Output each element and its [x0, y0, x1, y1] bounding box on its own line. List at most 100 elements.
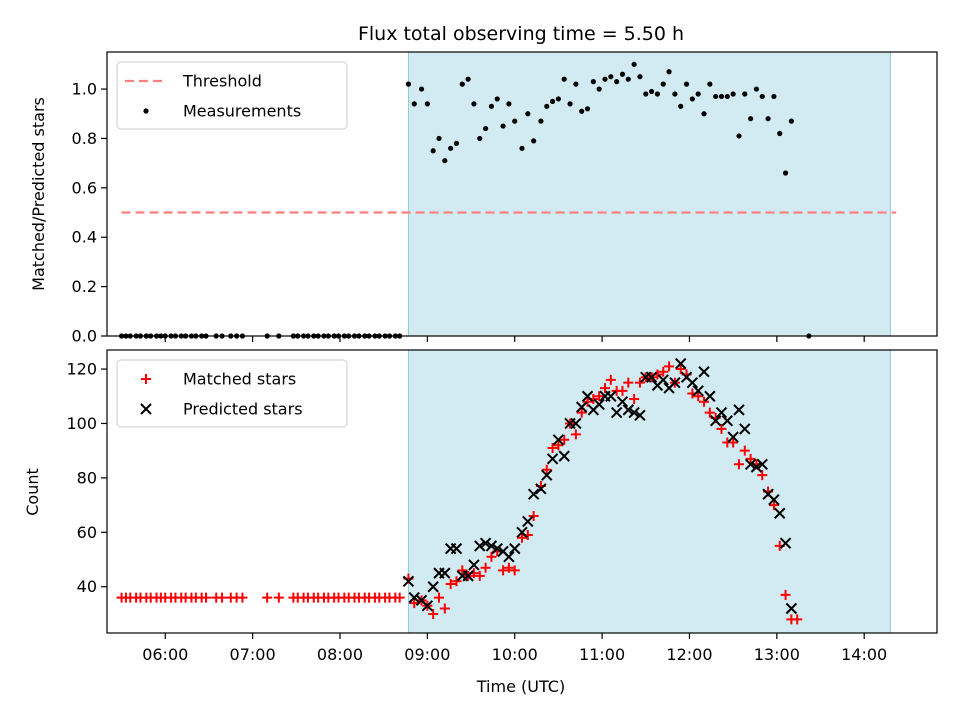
matched-star-point: [559, 434, 570, 445]
top-y-axis-label: Matched/Predicted stars: [29, 97, 48, 291]
legend: Matched stars Predicted stars: [116, 359, 348, 428]
x-axis-label: Time (UTC): [476, 677, 565, 696]
measurement-point: [637, 74, 643, 80]
measurement-point: [672, 91, 678, 97]
measurement-point: [701, 111, 707, 117]
matched-star-point: [582, 396, 593, 407]
measurement-point: [465, 76, 471, 82]
measurement-point: [500, 123, 506, 129]
measurement-point: [648, 88, 655, 95]
legend-label: Threshold: [182, 72, 262, 91]
predicted-star-point: [733, 404, 745, 416]
predicted-star-point: [669, 376, 681, 389]
matched-star-point: [780, 589, 791, 600]
matched-star-point: [600, 383, 610, 394]
measurement-point: [602, 76, 608, 82]
measurement-point: [531, 138, 537, 144]
y-tick-label: 0.0: [72, 327, 97, 346]
predicted-star-point: [779, 537, 792, 549]
matched-star-point: [675, 364, 686, 375]
predicted-star-point: [628, 406, 640, 419]
predicted-star-point: [756, 458, 768, 470]
legend: Threshold Measurements: [116, 61, 348, 130]
matched-star-point: [509, 565, 520, 576]
matched-star-point: [445, 579, 456, 590]
x-tick-label: 14:00: [841, 645, 887, 664]
matched-star-point: [237, 592, 248, 603]
predicted-star-point: [634, 409, 646, 422]
y-tick-label: 0.2: [72, 277, 97, 296]
matched-star-point: [480, 562, 491, 573]
measurement-point: [488, 103, 495, 109]
measurement-point: [788, 118, 794, 124]
measurement-point: [596, 86, 602, 92]
predicted-star-point: [450, 542, 463, 555]
predicted-star-point: [479, 537, 492, 549]
measurement-point: [573, 81, 579, 87]
measurement-point: [555, 96, 562, 102]
x-tick-label: 07:00: [230, 645, 276, 664]
predicted-star-point: [657, 374, 669, 386]
x-tick-label: 13:00: [754, 645, 800, 664]
matched-star-point: [576, 407, 587, 418]
x-tick-label: 08:00: [317, 645, 363, 664]
matched-star-point: [428, 608, 439, 619]
measurement-point: [411, 101, 417, 107]
predicted-star-point: [468, 559, 480, 571]
predicted-star-point: [774, 507, 786, 519]
matched-star-point: [634, 377, 645, 388]
x-tick-label: 09:00: [404, 645, 450, 664]
matched-star-point: [451, 576, 462, 587]
measurement-point: [549, 98, 556, 104]
predicted-star-point: [575, 401, 588, 413]
matched-star-point: [699, 396, 710, 407]
legend-matched-swatch: [141, 374, 151, 384]
matched-star-point: [498, 565, 509, 576]
legend-label: Matched stars: [183, 370, 296, 389]
matched-star-point: [262, 592, 273, 603]
matched-star-point: [617, 385, 628, 396]
predicted-star-point: [485, 540, 498, 552]
x-tick-label: 11:00: [579, 645, 625, 664]
measurement-point: [477, 135, 483, 142]
measurement-point: [689, 96, 695, 102]
measurement-point: [683, 81, 690, 87]
chart-title: Flux total observing time = 5.50 h: [358, 23, 684, 45]
measurement-point: [765, 116, 771, 122]
predicted-star-point: [645, 371, 658, 383]
predicted-star-point: [610, 406, 623, 419]
matched-star-point: [739, 445, 750, 456]
matched-star-point: [439, 603, 450, 614]
matched-star-point: [716, 423, 727, 434]
matched-star-point: [728, 437, 739, 448]
predicted-star-point: [675, 357, 687, 370]
measurement-point: [544, 103, 550, 109]
predicted-star-point: [750, 461, 763, 473]
predicted-star-point: [709, 415, 722, 427]
matched-star-point: [693, 391, 704, 402]
matched-star-point: [547, 442, 558, 453]
measurement-point: [625, 76, 631, 82]
measurement-point: [436, 135, 442, 142]
measurement-point: [748, 116, 754, 122]
matched-star-point: [217, 592, 228, 603]
matched-star-point: [733, 459, 744, 470]
measurement-point: [724, 93, 730, 100]
matched-star-point: [629, 393, 640, 404]
y-tick-label: 0.8: [72, 129, 97, 148]
measurement-point: [453, 140, 460, 146]
matched-star-point: [394, 592, 405, 603]
measurement-point: [519, 145, 525, 151]
predicted-star-point: [727, 431, 739, 443]
predicted-star-point: [535, 483, 547, 495]
measurement-point: [506, 101, 512, 107]
measurement-point: [742, 91, 748, 97]
measurement-point: [405, 81, 412, 87]
matched-star-point: [528, 510, 539, 521]
matched-star-point: [704, 407, 715, 418]
measurement-point: [512, 118, 518, 124]
legend-measurement-swatch: [143, 108, 149, 114]
measurement-point: [759, 93, 765, 100]
predicted-star-point: [744, 458, 757, 470]
measurement-point: [753, 86, 760, 92]
